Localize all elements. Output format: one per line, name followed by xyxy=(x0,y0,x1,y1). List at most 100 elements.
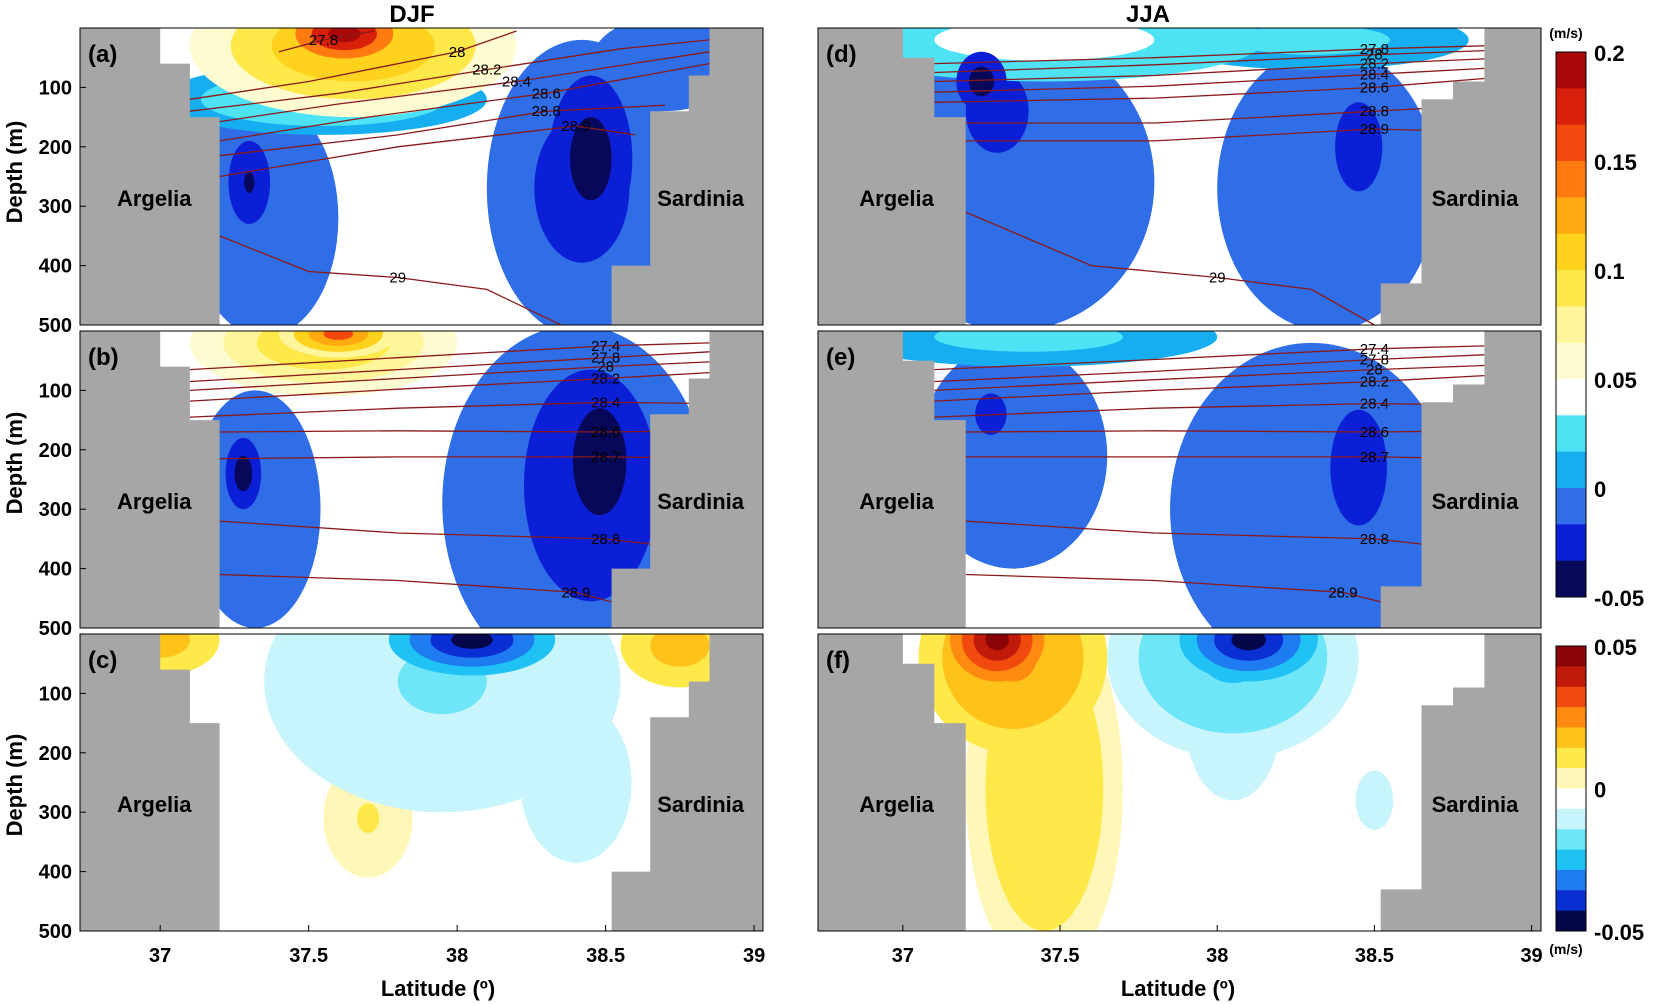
field-contour xyxy=(323,331,354,340)
xtick-label: 38 xyxy=(1206,945,1228,967)
panel-letter: (e) xyxy=(826,344,855,371)
xtick-label: 37 xyxy=(892,945,914,967)
isopycnal-label: 28.4 xyxy=(1360,395,1389,412)
colorbar-top-tick-label: 0.2 xyxy=(1594,41,1625,66)
colorbar-top-tick-label: 0.15 xyxy=(1594,150,1637,175)
isopycnal-label: 28.2 xyxy=(1360,56,1389,73)
isopycnal-label: 27.8 xyxy=(309,32,338,49)
ytick-label: 100 xyxy=(39,380,72,402)
isopycnal-label: 28.9 xyxy=(561,584,590,601)
colorbar-top-swatch xyxy=(1556,124,1586,162)
isopycnal-line xyxy=(219,125,636,178)
panel-frame xyxy=(817,27,1542,326)
panel-a: 27.8 28 28.228.428.628.828.9 29 Argelia Sardi… xyxy=(39,27,764,337)
ytick-label: 500 xyxy=(39,618,72,640)
field-contour xyxy=(580,137,602,180)
colorbar-bottom-swatch xyxy=(1556,890,1586,912)
isopycnal-line xyxy=(934,364,1485,392)
colorbar-bottom-tick-label: -0.05 xyxy=(1594,920,1644,945)
colorbar-top-swatch xyxy=(1556,88,1586,126)
isopycnal-line xyxy=(189,51,710,127)
land-argelia xyxy=(818,331,966,628)
xtick-label: 37 xyxy=(149,945,171,967)
land-sardinia xyxy=(611,634,763,931)
colorbar-bottom-swatch xyxy=(1556,869,1586,891)
field-contour xyxy=(989,29,1100,51)
ytick-label: 100 xyxy=(39,77,72,99)
land-sardinia xyxy=(1380,331,1541,628)
land-sardinia xyxy=(1380,634,1541,931)
isopycnal-label: 28.2 xyxy=(591,371,620,388)
colorbar-bottom-swatch xyxy=(1556,788,1586,810)
field-contour xyxy=(327,28,361,43)
field-contour xyxy=(983,403,999,425)
isopycnal-label: 27.8 xyxy=(1360,352,1389,369)
colorbar-top-tick-label: 0 xyxy=(1594,477,1606,502)
isopycnal-label: 28.2 xyxy=(472,62,501,79)
field-contour xyxy=(1231,634,1266,651)
label-argelia: Argelia xyxy=(859,792,934,817)
column-title-jja: JJA xyxy=(1126,1,1170,28)
isopycnal-line xyxy=(934,345,1485,371)
label-argelia: Argelia xyxy=(117,489,192,514)
isopycnal-label: 28.6 xyxy=(591,424,620,441)
colorbar-bottom-tick-label: 0 xyxy=(1594,778,1606,803)
xlabel-right: Latitude (º) xyxy=(1121,976,1235,1001)
isopycnal-line xyxy=(189,342,710,371)
isopycnal-line xyxy=(219,62,710,142)
colorbar-bottom-unit: (m/s) xyxy=(1549,941,1582,957)
land-sardinia xyxy=(1380,28,1541,325)
ytick-label: 300 xyxy=(39,499,72,521)
isopycnal-label: 28.9 xyxy=(1360,121,1389,138)
colorbar-bottom-swatch xyxy=(1556,849,1586,871)
isopycnal-label: 28 xyxy=(597,359,614,376)
colorbars: 0.2 0.15 0.1 0.05 0 -0.05 0.05 0 -0.05 xyxy=(1555,41,1644,945)
land-argelia xyxy=(818,28,966,325)
colorbar-top-unit: (m/s) xyxy=(1549,25,1582,41)
label-sardinia: Sardinia xyxy=(657,792,745,817)
ylabel-top: Depth (m) xyxy=(2,121,27,224)
label-sardinia: Sardinia xyxy=(1432,489,1520,514)
ylabel-bottom: Depth (m) xyxy=(2,734,27,837)
land-argelia xyxy=(80,331,220,628)
colorbar-top-tick-label: -0.05 xyxy=(1594,586,1644,611)
ytick-label: 500 xyxy=(39,921,72,943)
ytick-label: 200 xyxy=(39,137,72,159)
isopycnal-label: 28.6 xyxy=(1360,424,1389,441)
isopycnal-label: 29 xyxy=(389,269,406,286)
colorbar-top-swatch xyxy=(1556,306,1586,344)
colorbar-top-frame xyxy=(1555,51,1587,598)
isopycnal-label: 28.8 xyxy=(532,103,561,120)
isopycnal-line xyxy=(934,67,1485,93)
label-sardinia: Sardinia xyxy=(1432,792,1520,817)
isopycnal-label: 28 xyxy=(1366,47,1383,64)
panel-frame xyxy=(817,633,1542,932)
colorbar-top-swatch xyxy=(1556,415,1586,453)
ytick-label: 200 xyxy=(39,440,72,462)
land-argelia xyxy=(80,634,220,931)
panel-frame xyxy=(817,330,1542,629)
field-contour xyxy=(981,331,1076,345)
panel-frame xyxy=(79,633,764,932)
isopycnal-label: 27.8 xyxy=(591,350,620,367)
isopycnal-line xyxy=(219,104,666,157)
colorbar-top-swatch xyxy=(1556,197,1586,235)
label-sardinia: Sardinia xyxy=(1432,186,1520,211)
field-contour xyxy=(1364,785,1384,816)
panel-letter: (d) xyxy=(826,41,857,68)
label-argelia: Argelia xyxy=(117,792,192,817)
field-contour xyxy=(985,634,1009,651)
ytick-label: 100 xyxy=(39,683,72,705)
xtick-label: 37.5 xyxy=(289,945,328,967)
column-title-djf: DJF xyxy=(389,1,434,28)
isopycnal-line xyxy=(934,45,1485,65)
isopycnal-line xyxy=(189,361,710,392)
field-contour xyxy=(238,464,248,483)
colorbar-top-swatch xyxy=(1556,342,1586,380)
colorbar-bottom-swatch xyxy=(1556,910,1586,932)
field-contour xyxy=(1024,740,1064,836)
label-argelia: Argelia xyxy=(117,186,192,211)
colorbar-top-swatch xyxy=(1556,52,1586,89)
